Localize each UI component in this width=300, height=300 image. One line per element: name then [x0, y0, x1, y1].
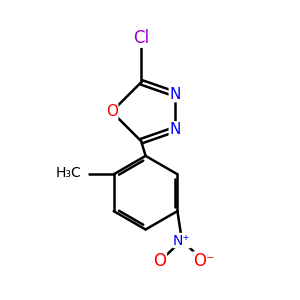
Text: Cl: Cl	[133, 29, 149, 47]
Text: O⁻: O⁻	[193, 252, 215, 270]
Text: N: N	[169, 87, 181, 102]
Text: O: O	[106, 104, 118, 119]
Text: N: N	[169, 122, 181, 137]
Text: N⁺: N⁺	[173, 233, 191, 248]
Text: O: O	[153, 252, 166, 270]
Text: H₃C: H₃C	[56, 166, 81, 180]
